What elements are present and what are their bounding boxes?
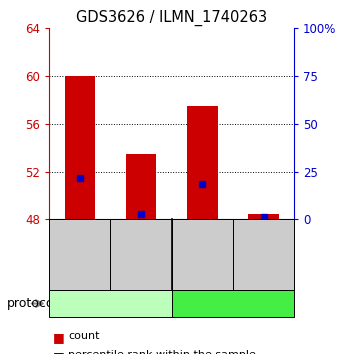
Text: percentile rank within the sample: percentile rank within the sample [68,350,256,354]
Text: GSM258515: GSM258515 [197,223,207,287]
Title: GDS3626 / ILMN_1740263: GDS3626 / ILMN_1740263 [76,9,267,25]
Text: protocol: protocol [7,297,58,310]
Bar [248,213,279,219]
Text: ■: ■ [53,331,65,344]
Bar [65,76,95,219]
Text: count: count [68,331,100,341]
Bar [126,154,156,219]
Text: control: control [91,298,130,309]
Text: GSM258517: GSM258517 [136,223,146,287]
Bar [187,106,218,219]
Text: GSM258516: GSM258516 [75,223,85,287]
Text: MIF depletion: MIF depletion [195,298,270,309]
Text: ■: ■ [53,350,65,354]
Text: GSM258530: GSM258530 [258,223,269,286]
